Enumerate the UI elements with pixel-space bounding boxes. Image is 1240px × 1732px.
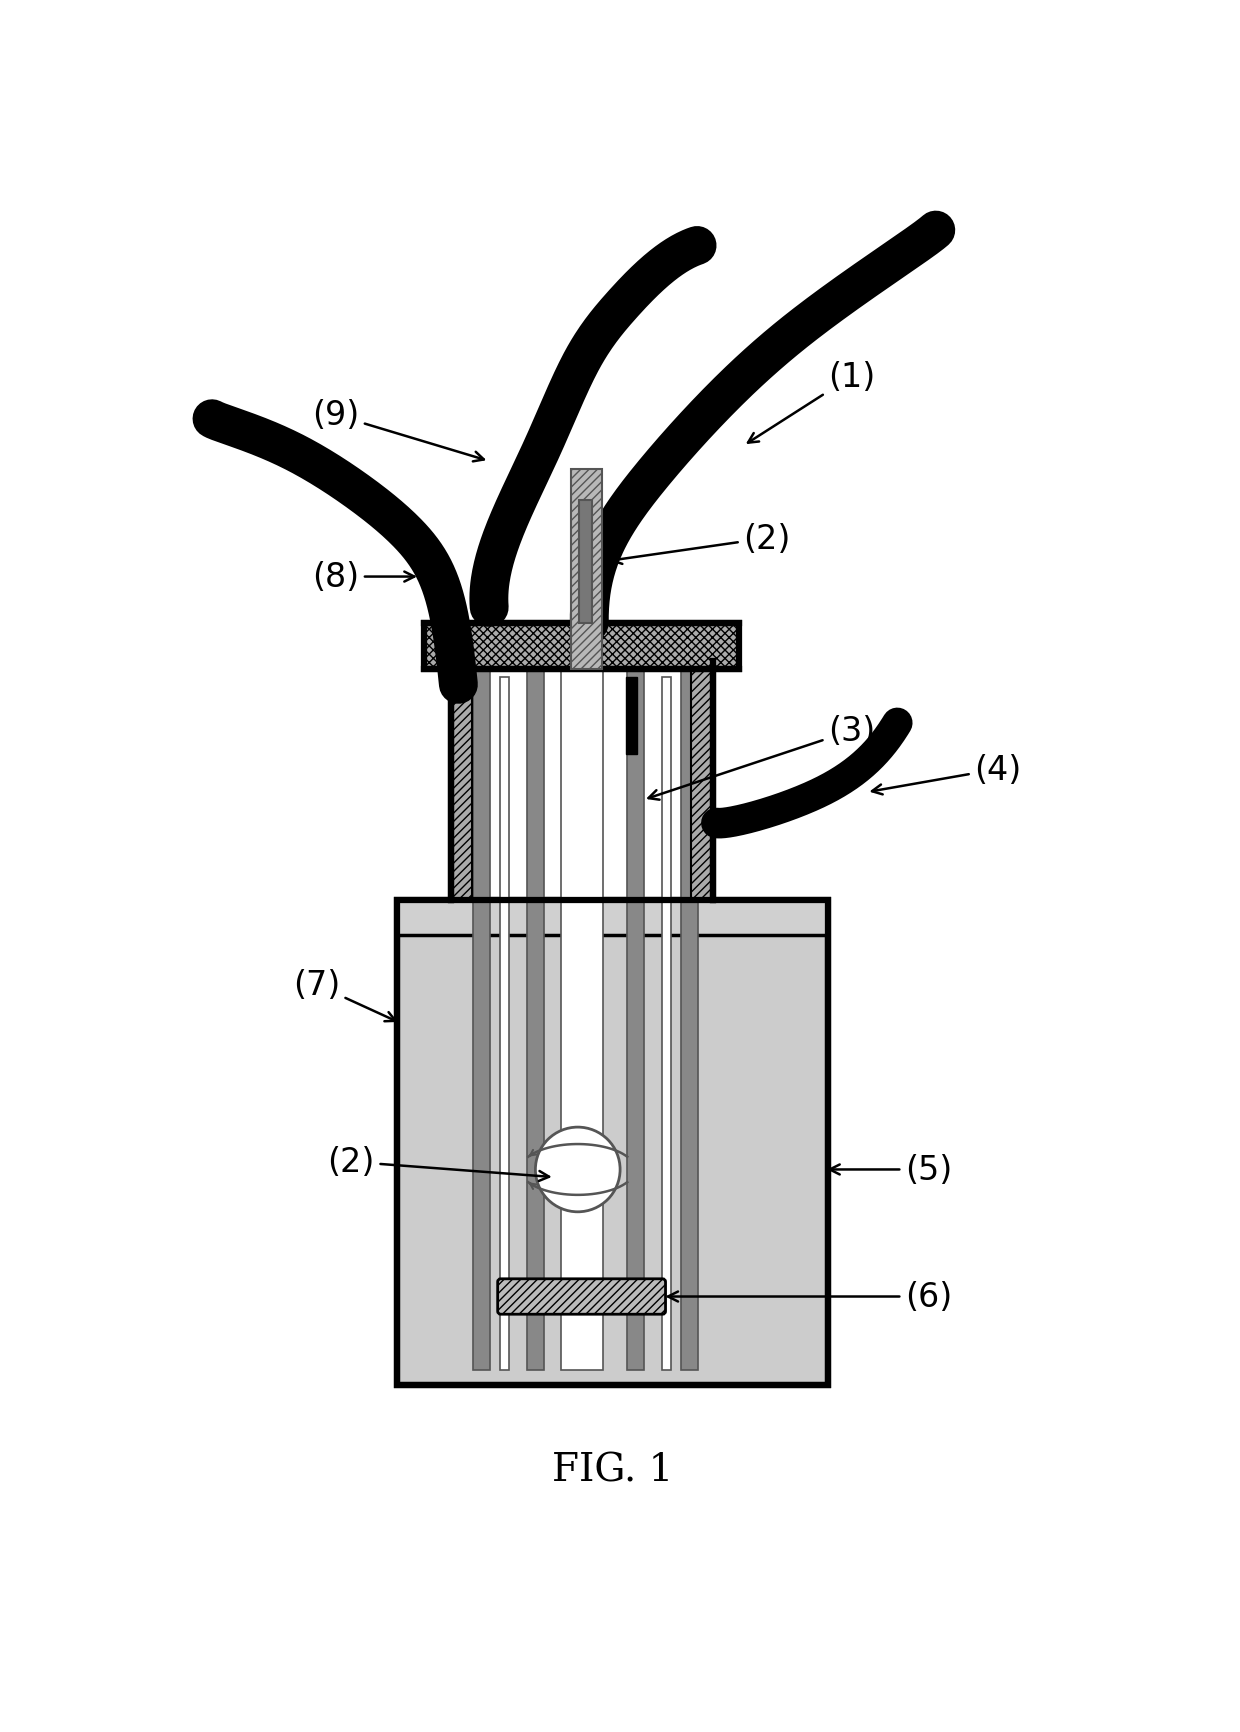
Bar	[626, 677, 637, 753]
Bar	[570, 469, 601, 670]
Bar	[397, 901, 828, 1386]
Text: (6): (6)	[668, 1280, 952, 1313]
Text: (4): (4)	[872, 753, 1022, 795]
Bar	[662, 677, 671, 1370]
Bar	[450, 662, 472, 901]
Text: (8): (8)	[312, 561, 414, 594]
Text: (7): (7)	[293, 968, 396, 1022]
Text: (3): (3)	[649, 715, 875, 800]
Text: (5): (5)	[830, 1154, 952, 1186]
Bar	[500, 677, 510, 1370]
Bar	[397, 901, 828, 1386]
Text: FIG. 1: FIG. 1	[552, 1451, 673, 1488]
Bar	[398, 901, 826, 935]
Bar	[579, 501, 593, 624]
Text: (2): (2)	[611, 523, 791, 565]
Bar	[691, 662, 713, 901]
Bar	[627, 662, 644, 1370]
Text: (2): (2)	[327, 1145, 549, 1181]
Bar	[681, 662, 698, 1370]
FancyBboxPatch shape	[497, 1278, 666, 1315]
Text: (9): (9)	[312, 398, 484, 462]
Circle shape	[536, 1128, 620, 1212]
Bar	[560, 662, 603, 1370]
Text: (1): (1)	[748, 360, 875, 443]
Bar	[472, 662, 490, 1370]
Bar	[424, 624, 739, 670]
Bar	[527, 662, 544, 1370]
